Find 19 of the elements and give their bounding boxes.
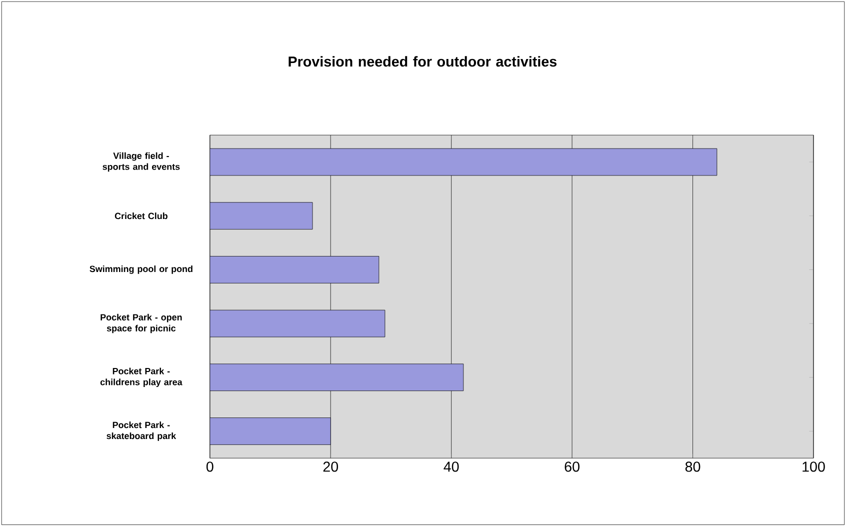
y-tick-label: Swimming pool or pond xyxy=(90,265,192,274)
y-tick-label: Cricket Club xyxy=(114,212,168,219)
y-tick-label: Pocket Park - childrens play area xyxy=(100,368,182,387)
bar xyxy=(210,202,313,230)
x-tick-label: 80 xyxy=(685,461,700,472)
bar xyxy=(210,148,718,176)
x-tick-label: 60 xyxy=(564,461,580,472)
x-tick-label: 0 xyxy=(206,461,214,472)
bar xyxy=(210,310,386,338)
x-tick-label: 100 xyxy=(802,461,825,472)
bar xyxy=(210,417,331,445)
chart-title: Provision needed for outdoor activities xyxy=(288,56,557,66)
x-tick-label: 20 xyxy=(323,461,338,472)
x-tick-label: 40 xyxy=(444,461,459,472)
y-tick-label: Village field -sports and events xyxy=(102,152,180,172)
bar xyxy=(210,364,464,391)
bar xyxy=(210,256,380,284)
y-tick-label: Pocket Park - open space for picnic xyxy=(100,314,182,334)
y-tick-label: Pocket Park - skateboard park xyxy=(106,421,176,441)
